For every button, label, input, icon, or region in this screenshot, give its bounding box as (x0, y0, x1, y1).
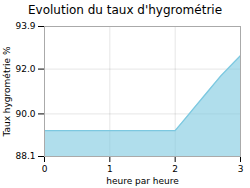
html-text:Evolution du taux d'hygrométri: Evolution du taux d'hygrométrie (28, 3, 222, 17)
svg-text:1: 1 (107, 164, 113, 174)
svg-text:heure par heure: heure par heure (106, 176, 179, 186)
svg-text:88.1: 88.1 (15, 151, 35, 161)
svg-text:92.0: 92.0 (15, 64, 35, 74)
svg-text:0: 0 (42, 164, 48, 174)
svg-text:3: 3 (238, 164, 244, 174)
svg-text:90.0: 90.0 (15, 109, 35, 119)
svg-text:2: 2 (172, 164, 178, 174)
svg-text:Taux hygrométrie %: Taux hygrométrie % (2, 46, 12, 138)
svg-text:93.9: 93.9 (15, 21, 35, 31)
